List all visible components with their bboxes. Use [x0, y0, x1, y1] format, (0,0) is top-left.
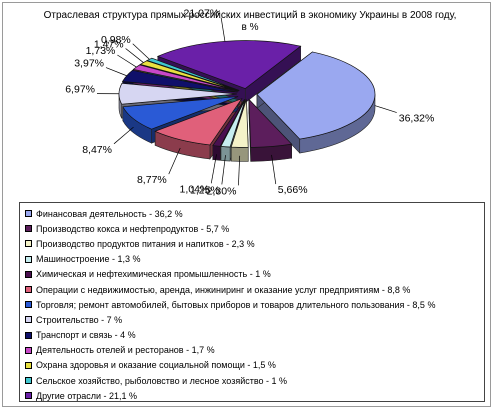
data-label-12: 21,07% [184, 8, 220, 20]
pie-slice-6 [122, 96, 239, 130]
data-label-2: 2,30% [207, 185, 237, 197]
legend-swatch-6 [25, 301, 32, 309]
leader-line-11 [132, 43, 150, 60]
legend-swatch-10 [25, 361, 32, 369]
legend-swatch-2 [25, 240, 32, 248]
chart-legend: Финансовая деятельность - 36,2 % Производ… [19, 202, 485, 402]
legend-label-0: Финансовая деятельность - 36,2 % [36, 208, 183, 219]
data-label-11: 0,98% [101, 34, 131, 46]
leader-line-5 [168, 147, 181, 175]
legend-swatch-4 [25, 270, 32, 278]
leader-line-8 [105, 67, 127, 77]
legend-label-7: Строительство - 7 % [36, 314, 123, 325]
legend-item-4: Химическая и нефтехимическая промышленно… [25, 267, 484, 282]
pie-chart: 36,32% 5,66% 2,30%1,25%1,04% 8,77% 8,47% 6,97… [65, 8, 435, 198]
chart-title: Отраслевая структура прямых российских и… [43, 10, 457, 33]
legend-label-10: Охрана здоровья и оказание социальной по… [36, 360, 276, 371]
leader-line-3 [221, 155, 226, 185]
legend-item-11: Сельское хозяйство, рыболовство и лесное… [25, 373, 484, 388]
legend-label-12: Другие отрасли - 21,1 % [36, 390, 138, 401]
legend-item-9: Деятельность отелей и ресторанов - 1,7 % [25, 343, 484, 358]
pie-slice-side-3 [220, 146, 231, 162]
leader-line-2 [238, 155, 241, 186]
data-label-10: 1,47% [94, 38, 124, 50]
data-label-8: 3,97% [74, 58, 104, 70]
pie-slice-4 [212, 99, 245, 147]
legend-item-3: Машиностроение - 1,3 % [25, 252, 484, 267]
leader-line-12 [220, 17, 226, 42]
legend-swatch-3 [25, 255, 32, 263]
legend-label-3: Машиностроение - 1,3 % [36, 254, 141, 265]
leader-line-1 [271, 154, 277, 185]
legend-label-11: Сельское хозяйство, рыболовство и лесное… [36, 375, 288, 386]
legend-item-5: Операции с недвижимостью, аренда, инжини… [25, 282, 484, 297]
legend-label-2: Производство продуктов питания и напитко… [36, 238, 255, 249]
legend-item-0: Финансовая деятельность - 36,2 % [25, 206, 484, 221]
data-label-7: 6,97% [65, 84, 95, 96]
chart-frame [2, 2, 491, 407]
legend-label-5: Операции с недвижимостью, аренда, инжини… [36, 284, 411, 295]
data-label-0: 36,32% [399, 113, 435, 125]
pie-slice-7 [118, 82, 238, 105]
legend-item-8: Транспорт и связь - 4 % [25, 328, 484, 343]
leader-line-9 [117, 54, 137, 68]
pie-slice-0 [256, 51, 376, 140]
legend-item-7: Строительство - 7 % [25, 312, 484, 327]
pie-slice-1 [248, 98, 293, 148]
legend-swatch-9 [25, 346, 32, 354]
legend-item-10: Охрана здоровья и оказание социальной по… [25, 358, 484, 373]
pie-slice-2 [230, 99, 249, 148]
pie-slice-10 [139, 60, 240, 92]
legend-item-6: Торговля; ремонт автомобилей, бытовых пр… [25, 297, 484, 312]
data-label-5: 8,77% [137, 174, 167, 186]
legend-item-2: Производство продуктов питания и напитко… [25, 236, 484, 251]
legend-item-1: Производство кокса и нефтепродуктов - 5,… [25, 221, 484, 236]
leader-line-6 [113, 126, 134, 145]
legend-label-6: Торговля; ремонт автомобилей, бытовых пр… [36, 299, 436, 310]
legend-swatch-11 [25, 377, 32, 385]
data-label-9: 1,73% [86, 45, 116, 57]
legend-label-1: Производство кокса и нефтепродуктов - 5,… [36, 223, 230, 234]
legend-swatch-8 [25, 331, 32, 339]
pie-slice-side-4 [212, 145, 221, 161]
legend-swatch-5 [25, 286, 32, 294]
legend-label-9: Деятельность отелей и ресторанов - 1,7 % [36, 345, 215, 356]
legend-item-12: Другие отрасли - 21,1 % [25, 388, 484, 403]
leader-line-4 [210, 154, 217, 184]
legend-swatch-0 [25, 210, 32, 218]
pie-slice-3 [220, 99, 246, 148]
legend-swatch-1 [25, 225, 32, 233]
leader-line-10 [125, 48, 144, 63]
legend-label-8: Транспорт и связь - 4 % [36, 330, 136, 341]
data-label-3: 1,25% [190, 184, 220, 196]
legend-swatch-7 [25, 316, 32, 324]
pie-slice-5 [154, 97, 243, 146]
data-label-4: 1,04% [179, 183, 209, 195]
legend-swatch-12 [25, 392, 32, 400]
data-label-6: 8,47% [82, 144, 112, 156]
legend-label-4: Химическая и нефтехимическая промышленно… [36, 269, 271, 280]
leader-line-0 [374, 105, 397, 113]
data-label-1: 5,66% [278, 184, 308, 196]
